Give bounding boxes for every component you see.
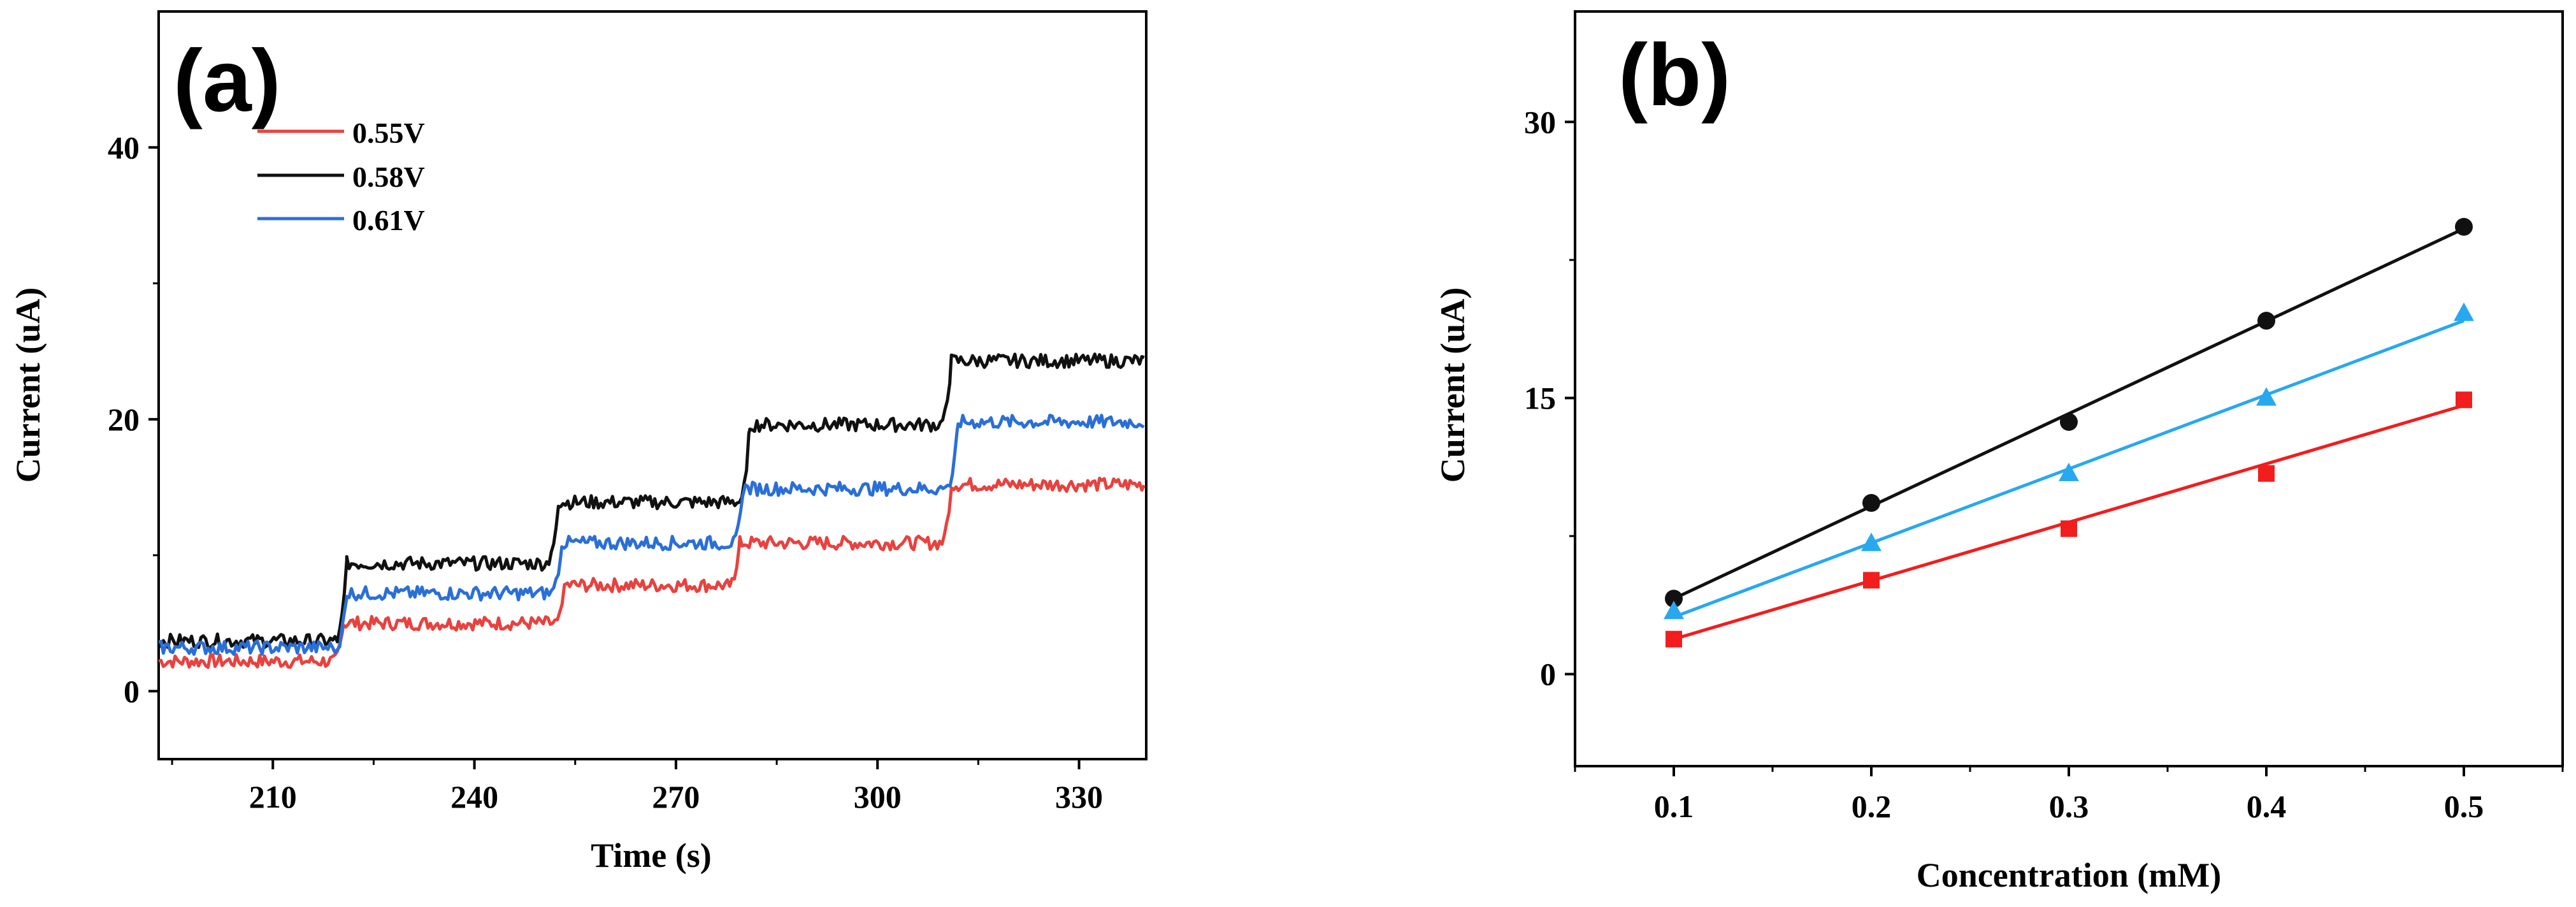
panel-a-x-axis-label: Time (s) [591, 836, 711, 874]
legend-label-0.61V: 0.61V [352, 204, 425, 236]
panel-b-plot-frame [1574, 10, 2564, 767]
data-point-0.55V [2061, 520, 2077, 537]
series-line-0.58V [157, 352, 1145, 649]
panel-b-x-tick-label: 0.3 [2049, 788, 2089, 824]
panel-b-y-tick-label: 15 [1524, 380, 1556, 416]
legend-label-0.55V: 0.55V [352, 117, 425, 149]
panel-a-y-axis-label: Current (uA) [9, 287, 47, 483]
data-point-0.55V [1666, 630, 1682, 648]
panel-b-x-axis-label: Concentration (mM) [1917, 856, 2221, 894]
series-line-0.61V [158, 414, 1145, 657]
data-point-0.61V [2059, 462, 2079, 481]
panel-b-y-tick-label: 0 [1540, 657, 1556, 692]
data-point-0.55V [2456, 391, 2472, 409]
panel-b-label: (b) [1618, 26, 1731, 124]
data-point-0.61V [1861, 532, 1882, 551]
panel-b-ticks: 0.1 0.2 0.3 0.4 0.5 0 15 30 [1524, 104, 2564, 824]
data-point-0.61V [2454, 302, 2474, 321]
data-point-0.55V [1863, 572, 1880, 589]
data-point-0.61V [1664, 600, 1684, 620]
panel-a-legend: 0.55V 0.58V 0.61V [257, 117, 425, 236]
panel-a-x-tick-label: 240 [450, 779, 498, 815]
panel-b-x-tick-label: 0.1 [1654, 788, 1694, 824]
series-line-0.55V [158, 476, 1146, 669]
data-point-0.58V [1862, 494, 1880, 512]
panel-a-y-tick-label: 40 [108, 129, 140, 165]
data-point-0.55V [2258, 465, 2275, 482]
data-point-0.58V [2257, 312, 2275, 330]
panel-b-y-axis-label: Current (uA) [1434, 287, 1472, 483]
panel-a-y-tick-label: 20 [108, 402, 140, 437]
panel-b-series [1664, 217, 2474, 648]
panel-a-label: (a) [173, 32, 281, 130]
panel-a-x-tick-label: 330 [1055, 779, 1103, 815]
panel-a-x-tick-label: 270 [652, 779, 700, 815]
panel-a-plot-frame [157, 10, 1148, 760]
panel-a: 210 240 270 300 330 0 20 40 0.55V 0.58V 0.61V (a)… [9, 10, 1148, 874]
panel-a-ticks: 210 240 270 300 330 0 20 40 [108, 129, 1103, 815]
data-point-0.61V [2256, 387, 2277, 406]
panel-a-x-tick-label: 210 [249, 779, 297, 815]
panel-b-x-tick-label: 0.4 [2247, 788, 2287, 824]
data-point-0.58V [2060, 412, 2078, 431]
panel-a-x-tick-label: 300 [854, 779, 902, 815]
legend-label-0.58V: 0.58V [352, 161, 425, 193]
data-point-0.58V [1665, 590, 1683, 608]
data-point-0.58V [2455, 217, 2473, 236]
panel-b: 0.1 0.2 0.3 0.4 0.5 0 15 30 (b) Concentration (… [1434, 10, 2564, 894]
panel-b-y-tick-label: 30 [1524, 104, 1556, 140]
panel-b-x-tick-label: 0.5 [2444, 788, 2484, 824]
panel-a-series [157, 352, 1146, 669]
panel-b-x-tick-label: 0.2 [1852, 788, 1892, 824]
panel-a-y-tick-label: 0 [124, 673, 140, 709]
